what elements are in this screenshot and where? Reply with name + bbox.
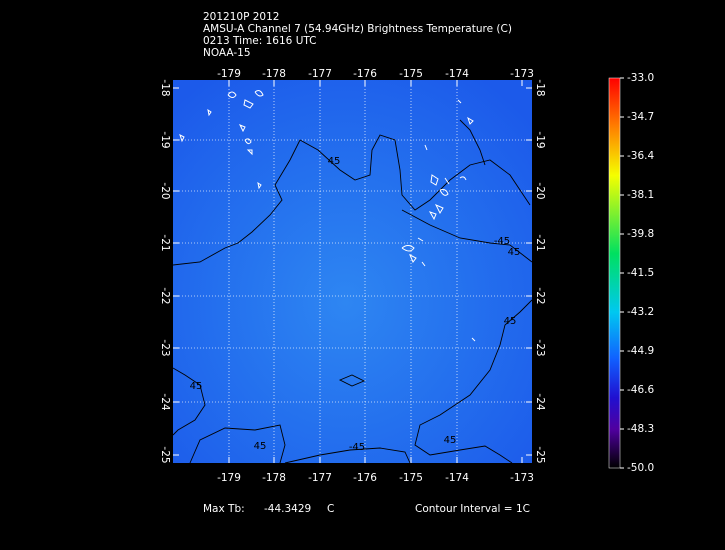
top-label: -177 — [308, 68, 332, 80]
colorbar-label: -36.4 — [627, 150, 654, 162]
colorbar-label: -38.1 — [627, 189, 654, 201]
right-label: -20 — [534, 182, 546, 199]
right-label: -24 — [534, 393, 546, 410]
left-label: -24 — [159, 393, 171, 410]
max-label: Max Tb: — [203, 503, 245, 515]
bottom-label: -178 — [262, 472, 286, 484]
right-label: -18 — [534, 79, 546, 96]
right-label: -25 — [534, 446, 546, 463]
contour-label: 45 — [190, 381, 203, 392]
left-label: -22 — [159, 287, 171, 304]
bottom-label: -174 — [445, 472, 469, 484]
colorbar-label: -41.5 — [627, 267, 654, 279]
max-value: -44.3429 — [264, 503, 311, 515]
right-label: -21 — [534, 234, 546, 251]
header-line: 0213 Time: 1616 UTC — [203, 35, 317, 47]
bottom-label: -173 — [510, 472, 534, 484]
header-line: AMSU-A Channel 7 (54.94GHz) Brightness T… — [203, 23, 512, 35]
left-label: -18 — [159, 79, 171, 96]
right-label: -22 — [534, 287, 546, 304]
contour-interval: Contour Interval = 1C — [415, 503, 530, 515]
colorbar-label: -34.7 — [627, 111, 654, 123]
axes: -179 -179 -178 -178 -177 -177 -176 -176 -175 -175… — [159, 68, 546, 484]
contour-label: 45 — [504, 316, 517, 327]
left-label: -21 — [159, 234, 171, 251]
colorbar-label: -50.0 — [627, 462, 654, 474]
contours — [172, 119, 533, 464]
contour-label: -45 — [494, 236, 510, 247]
colorbar-label: -44.9 — [627, 345, 654, 357]
right-label: -19 — [534, 131, 546, 148]
max-unit: C — [327, 503, 334, 515]
map-field — [173, 80, 532, 463]
top-label: -173 — [510, 68, 534, 80]
top-label: -178 — [262, 68, 286, 80]
right-label: -23 — [534, 339, 546, 356]
bottom-label: -177 — [308, 472, 332, 484]
coastlines — [179, 90, 476, 342]
header-line: 201210P 2012 — [203, 11, 279, 23]
bottom-label: -179 — [217, 472, 241, 484]
bottom-label: -175 — [399, 472, 423, 484]
grid — [173, 80, 532, 463]
contour-label: 45 — [508, 247, 521, 258]
colorbar-labels: -33.0 -34.7 -36.4 -38.1 -39.8 -41.5 -43.2 -44.9… — [620, 72, 654, 474]
contour-label: -45 — [349, 442, 365, 453]
top-label: -176 — [353, 68, 377, 80]
colorbar-label: -33.0 — [627, 72, 654, 84]
contour-label: 45 — [254, 441, 267, 452]
top-label: -175 — [399, 68, 423, 80]
colorbar-label: -46.6 — [627, 384, 654, 396]
colorbar-label: -43.2 — [627, 306, 654, 318]
left-label: -19 — [159, 131, 171, 148]
colorbar-label: -48.3 — [627, 423, 654, 435]
header-line: NOAA-15 — [203, 47, 251, 59]
contour-label: 45 — [328, 156, 341, 167]
left-label: -25 — [159, 446, 171, 463]
colorbar-label: -39.8 — [627, 228, 654, 240]
bottom-label: -176 — [353, 472, 377, 484]
left-label: -20 — [159, 182, 171, 199]
colorbar — [608, 77, 621, 469]
top-label: -179 — [217, 68, 241, 80]
left-label: -23 — [159, 339, 171, 356]
contour-label: 45 — [444, 435, 457, 446]
footer: Max Tb: -44.3429 C Contour Interval = 1C — [203, 503, 530, 515]
top-label: -174 — [445, 68, 469, 80]
